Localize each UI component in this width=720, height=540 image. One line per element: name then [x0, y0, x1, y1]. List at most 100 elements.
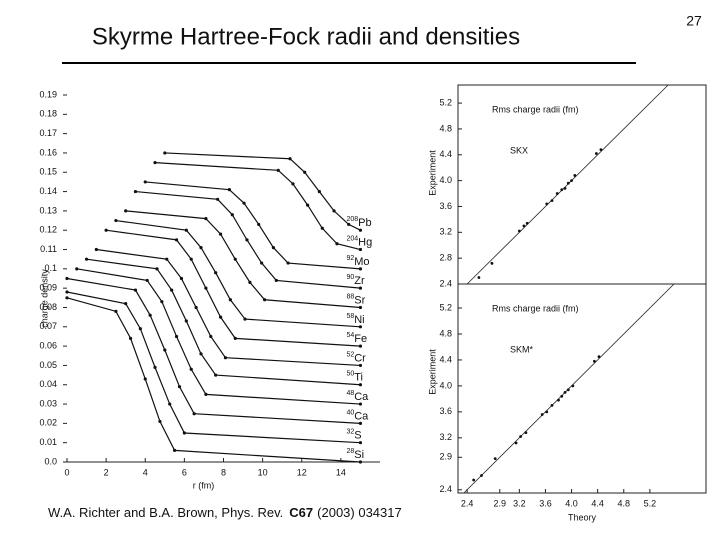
data-point [524, 431, 528, 435]
x-tick-label: 0 [64, 467, 69, 477]
y-tick-label: 0.12 [39, 225, 57, 235]
y-tick-label: 5.2 [439, 302, 452, 312]
x-tick-label: 4 [143, 467, 148, 477]
x-tick-label: 2.9 [494, 498, 507, 508]
data-point [243, 317, 247, 321]
x-tick-label: 14 [336, 467, 346, 477]
data-point [189, 367, 193, 371]
data-point [199, 352, 203, 356]
y-tick-label: 0.17 [39, 128, 57, 138]
y-tick-label: 0.0 [44, 456, 57, 466]
data-point [291, 182, 295, 186]
y-tick-label: 2.4 [439, 484, 452, 494]
data-point [257, 222, 261, 227]
data-point [174, 334, 179, 339]
data-point [204, 286, 208, 290]
page-number: 27 [686, 13, 702, 29]
data-point [177, 385, 182, 389]
density-curve [66, 297, 361, 463]
density-curve [106, 229, 361, 347]
density-curve [96, 248, 361, 367]
y-tick-label: 3.2 [439, 227, 452, 237]
panel-annotation: SKM* [510, 344, 534, 354]
x-tick-label: 2.4 [461, 498, 474, 508]
data-point [358, 363, 363, 368]
y-tick-label: 0.1 [44, 263, 57, 273]
data-point [566, 388, 570, 392]
data-point [550, 403, 554, 407]
data-point [274, 278, 278, 283]
y-tick-label: 2.4 [439, 278, 452, 288]
data-point [168, 402, 172, 406]
panel-annotation: SKX [510, 145, 528, 155]
data-point [143, 377, 147, 381]
x-tick-label: 4.8 [618, 498, 631, 508]
data-point [242, 201, 246, 205]
data-point [133, 288, 138, 292]
data-point [286, 261, 290, 265]
y-tick-label: 0.11 [40, 244, 57, 254]
y-tick-label: 0.16 [39, 147, 57, 157]
data-point [189, 257, 193, 261]
element-symbol: Sr [354, 294, 365, 306]
density-curve [125, 210, 361, 309]
data-point [522, 224, 526, 228]
data-point [306, 203, 310, 207]
data-point [260, 261, 264, 265]
data-point [358, 267, 363, 271]
element-symbol: Ti [354, 372, 363, 384]
x-tick-label: 8 [221, 467, 226, 477]
mass-number: 54 [346, 332, 354, 339]
data-point [165, 257, 169, 261]
y-tick-label: 4.8 [439, 123, 452, 133]
y-tick-label: 0.03 [39, 398, 57, 408]
data-point [104, 228, 108, 232]
nucleus-label: 48Ca [346, 390, 369, 403]
data-point [358, 286, 363, 290]
data-point [153, 161, 157, 165]
data-point [124, 302, 128, 306]
data-point [65, 290, 69, 294]
data-point [594, 152, 598, 155]
mass-number: 90 [346, 274, 354, 281]
data-point [271, 245, 275, 250]
element-symbol: Zr [354, 275, 365, 287]
y-tick-label: 0.02 [39, 418, 57, 428]
data-point [593, 359, 596, 363]
y-tick-label: 0.08 [39, 302, 57, 312]
nucleus-label: 54Fe [346, 332, 367, 345]
y-tick-label: 0.18 [39, 109, 57, 119]
data-point [332, 209, 336, 213]
x-tick-label: 3.2 [513, 498, 526, 508]
mass-number: 50 [346, 371, 354, 378]
data-point [358, 383, 363, 387]
y-tick-label: 0.15 [39, 167, 57, 177]
data-point [145, 278, 149, 283]
identity-line [466, 84, 669, 285]
data-point [148, 313, 152, 317]
data-point [199, 245, 203, 250]
data-point [560, 394, 564, 398]
nucleus-label: 50Ti [346, 371, 363, 384]
data-point [114, 218, 118, 223]
y-tick-label: 4.4 [439, 149, 452, 159]
data-point [262, 298, 267, 302]
nucleus-label: 208Pb [346, 216, 371, 229]
y-tick-label: 0.05 [39, 360, 57, 370]
nucleus-label: 88Sr [346, 293, 365, 306]
data-point [174, 238, 179, 242]
data-point [153, 365, 157, 369]
data-point [94, 247, 98, 252]
data-point [571, 384, 575, 388]
nucleus-label: 40Ca [346, 409, 369, 422]
nucleus-label: 58Ni [346, 313, 364, 326]
x-tick-label: 12 [297, 467, 307, 477]
x-tick-label: 10 [258, 467, 268, 477]
y-axis-label: Experiment [427, 349, 437, 395]
data-point [566, 181, 570, 185]
mass-number: 48 [346, 390, 354, 397]
data-point [163, 348, 167, 352]
data-point [599, 148, 603, 152]
y-tick-label: 4.8 [439, 328, 452, 338]
